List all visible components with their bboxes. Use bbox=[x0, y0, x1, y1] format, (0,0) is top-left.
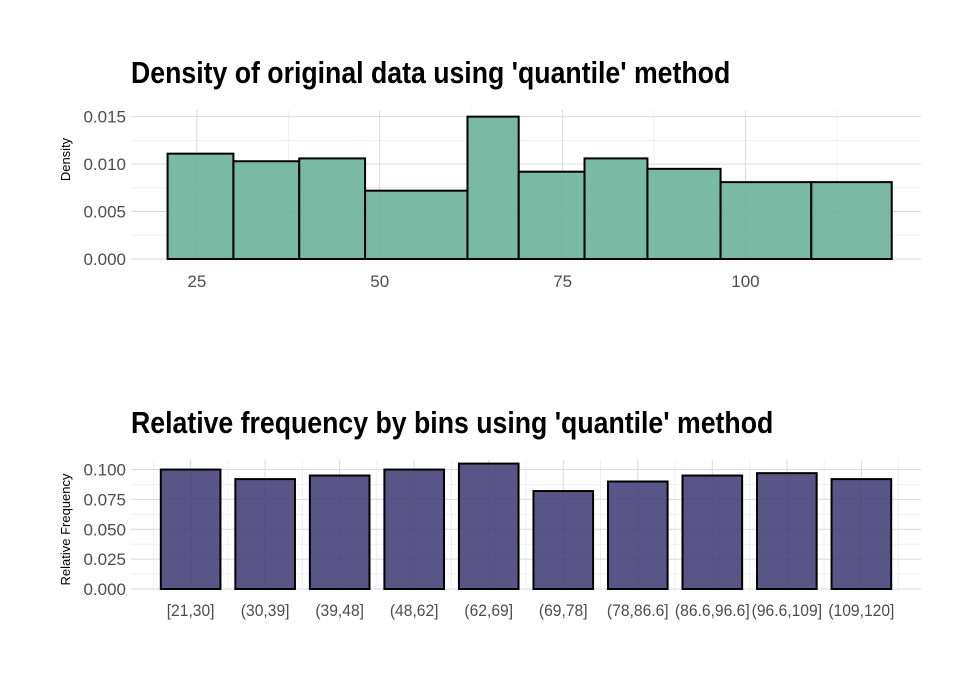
frequency-bar-2 bbox=[234, 478, 296, 590]
x-category-label: (62,69] bbox=[464, 601, 513, 620]
y-tick-label: 0.050 bbox=[83, 520, 126, 539]
chart-title-relative-frequency: Relative frequency by bins using 'quanti… bbox=[131, 405, 774, 440]
x-category-label: (78,86.6] bbox=[607, 601, 669, 620]
frequency-bar-9 bbox=[756, 472, 818, 591]
x-category-label: (96.6,109] bbox=[752, 601, 822, 620]
frequency-bar-8 bbox=[681, 474, 744, 590]
y-tick-label: 0.000 bbox=[83, 580, 126, 599]
histogram-bar-5 bbox=[466, 115, 520, 261]
histogram-bar-2 bbox=[232, 160, 301, 260]
histogram-bar-9 bbox=[719, 181, 813, 260]
histogram-bar-7 bbox=[583, 157, 649, 260]
x-category-label: (69,78] bbox=[539, 601, 588, 620]
x-category-label: [21,30] bbox=[167, 601, 215, 620]
x-tick-label: 50 bbox=[370, 272, 389, 291]
y-tick-label: 0.025 bbox=[83, 550, 126, 569]
y-tick-label: 0.010 bbox=[83, 155, 126, 174]
density-histogram-chart: 0.000 0.005 0.010 0.015 25 50 75 100 Density bbox=[58, 108, 921, 291]
y-tick-label: 0.000 bbox=[83, 250, 126, 269]
y-tick-label: 0.100 bbox=[83, 461, 126, 480]
y-axis-label: Density bbox=[58, 137, 73, 181]
frequency-bar-3 bbox=[308, 474, 371, 590]
histogram-bar-3 bbox=[298, 157, 367, 260]
x-category-label: (39,48] bbox=[315, 601, 364, 620]
y-tick-label: 0.005 bbox=[83, 203, 126, 222]
relative-frequency-bar-chart: 0.000 0.025 0.050 0.075 0.100 [21,30] (30,39] (… bbox=[58, 460, 921, 620]
x-category-label: (86.6,96.6] bbox=[675, 601, 750, 620]
histogram-bar-6 bbox=[517, 170, 586, 260]
frequency-bar-7 bbox=[606, 480, 669, 590]
y-axis-label: Relative Frequency bbox=[58, 473, 73, 585]
chart-title-density: Density of original data using 'quantile… bbox=[131, 55, 731, 90]
x-category-label: (48,62] bbox=[390, 601, 439, 620]
x-tick-label: 75 bbox=[553, 272, 572, 291]
x-category-label: (109,120] bbox=[828, 601, 894, 620]
histogram-bar-10 bbox=[810, 181, 893, 260]
y-tick-label: 0.015 bbox=[83, 108, 126, 127]
y-tick-label: 0.075 bbox=[83, 490, 126, 509]
frequency-bar-10 bbox=[830, 478, 893, 590]
x-tick-label: 25 bbox=[187, 272, 206, 291]
frequency-bar-1 bbox=[159, 468, 222, 590]
histogram-bar-8 bbox=[646, 167, 722, 260]
histogram-bar-1 bbox=[166, 152, 235, 260]
frequency-bar-6 bbox=[532, 490, 595, 590]
x-category-label: (30,39] bbox=[241, 601, 290, 620]
histogram-bar-4 bbox=[364, 189, 469, 260]
frequency-bar-4 bbox=[383, 468, 446, 590]
frequency-bar-5 bbox=[457, 462, 520, 590]
x-tick-label: 100 bbox=[731, 272, 759, 291]
